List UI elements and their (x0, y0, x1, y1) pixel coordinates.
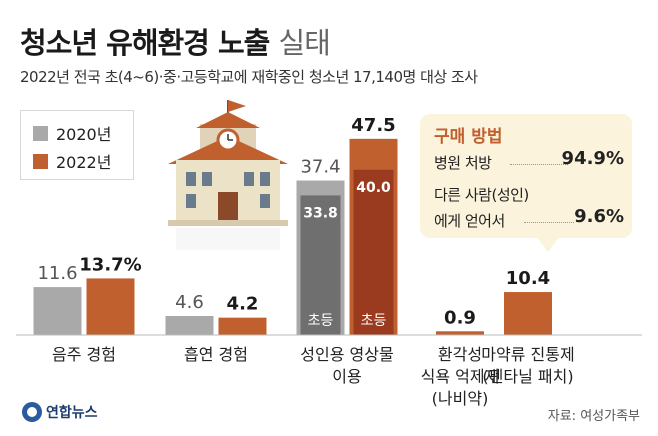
callout-row2-dots (524, 222, 574, 223)
callout-row2-label-2: 에게 얻어서 (434, 212, 505, 230)
bar-2022년-0 (86, 278, 135, 335)
category-label: 식욕 억제제 (421, 367, 500, 386)
sub-bar-elementary-0 (300, 195, 341, 335)
category-label: 흡연 경험 (184, 345, 248, 364)
callout-title: 구매 방법 (434, 127, 503, 147)
category-label: 환각성 (438, 345, 482, 364)
bar-value-label: 4.6 (175, 292, 204, 313)
title-main: 청소년 유해환경 노출 (20, 26, 270, 60)
category-label: 성인용 영상물 (300, 345, 393, 364)
yonhap-logo: 연합뉴스 (22, 402, 98, 422)
sub-bar-value-label: 33.8 (303, 205, 338, 221)
bar-value-label: 4.2 (227, 294, 259, 315)
category-label: 음주 경험 (52, 345, 116, 364)
page-title: 청소년 유해환경 노출 실태 (20, 20, 331, 62)
bar-value-label: 37.4 (300, 157, 340, 178)
bar-2020년-1 (165, 316, 214, 335)
legend-swatch-2022 (33, 153, 48, 169)
bar-value-label: 0.9 (444, 307, 476, 328)
callout-row2-label-1: 다른 사람(성인) (434, 186, 529, 204)
bar-2022년-3 (436, 331, 484, 335)
legend: 2020년 2022년 (20, 110, 134, 180)
source-note: 자료: 여성가족부 (547, 409, 640, 424)
school-building-icon (168, 100, 288, 250)
bar-2022년-4 (504, 292, 552, 335)
purchase-method-callout: 구매 방법 병원 처방 94.9% 다른 사람(성인) 에게 얻어서 9.6% (420, 114, 632, 238)
logo-text: 연합뉴스 (46, 405, 98, 421)
legend-item-2022: 2022년 (33, 149, 111, 173)
callout-row1-dots (510, 164, 568, 165)
title-light: 실태 (278, 26, 330, 60)
bar-value-label: 47.5 (351, 115, 395, 136)
bar-value-label: 13.7% (79, 254, 141, 275)
bar-value-label: 11.6 (37, 263, 77, 284)
category-label: (나비약) (432, 389, 489, 408)
sub-bar-category-label: 초등 (361, 313, 387, 329)
category-label: 마약류 진통제 (481, 345, 574, 364)
legend-item-2020: 2020년 (33, 121, 111, 145)
callout-pointer (536, 236, 560, 252)
bar-2022년-1 (218, 317, 267, 335)
page-subtitle: 2022년 전국 초(4~6)·중·고등학교에 재학중인 청소년 17,140명… (20, 68, 478, 86)
category-label: 이용 (332, 367, 361, 386)
sub-bar-category-label: 초등 (308, 313, 334, 329)
legend-swatch-2020 (33, 125, 48, 141)
sub-bar-elementary-1 (353, 169, 394, 335)
category-label: (펜타닐 패치) (482, 367, 573, 386)
callout-row1-label: 병원 처방 (434, 154, 492, 172)
bar-2020년-0 (33, 287, 82, 335)
yonhap-logo-icon (22, 402, 42, 422)
callout-row2-value: 9.6% (574, 206, 624, 227)
legend-label-2022: 2022년 (56, 153, 112, 172)
callout-row1-value: 94.9% (561, 148, 624, 169)
bar-value-label: 10.4 (506, 268, 550, 289)
legend-label-2020: 2020년 (56, 125, 112, 144)
sub-bar-value-label: 40.0 (356, 180, 391, 196)
